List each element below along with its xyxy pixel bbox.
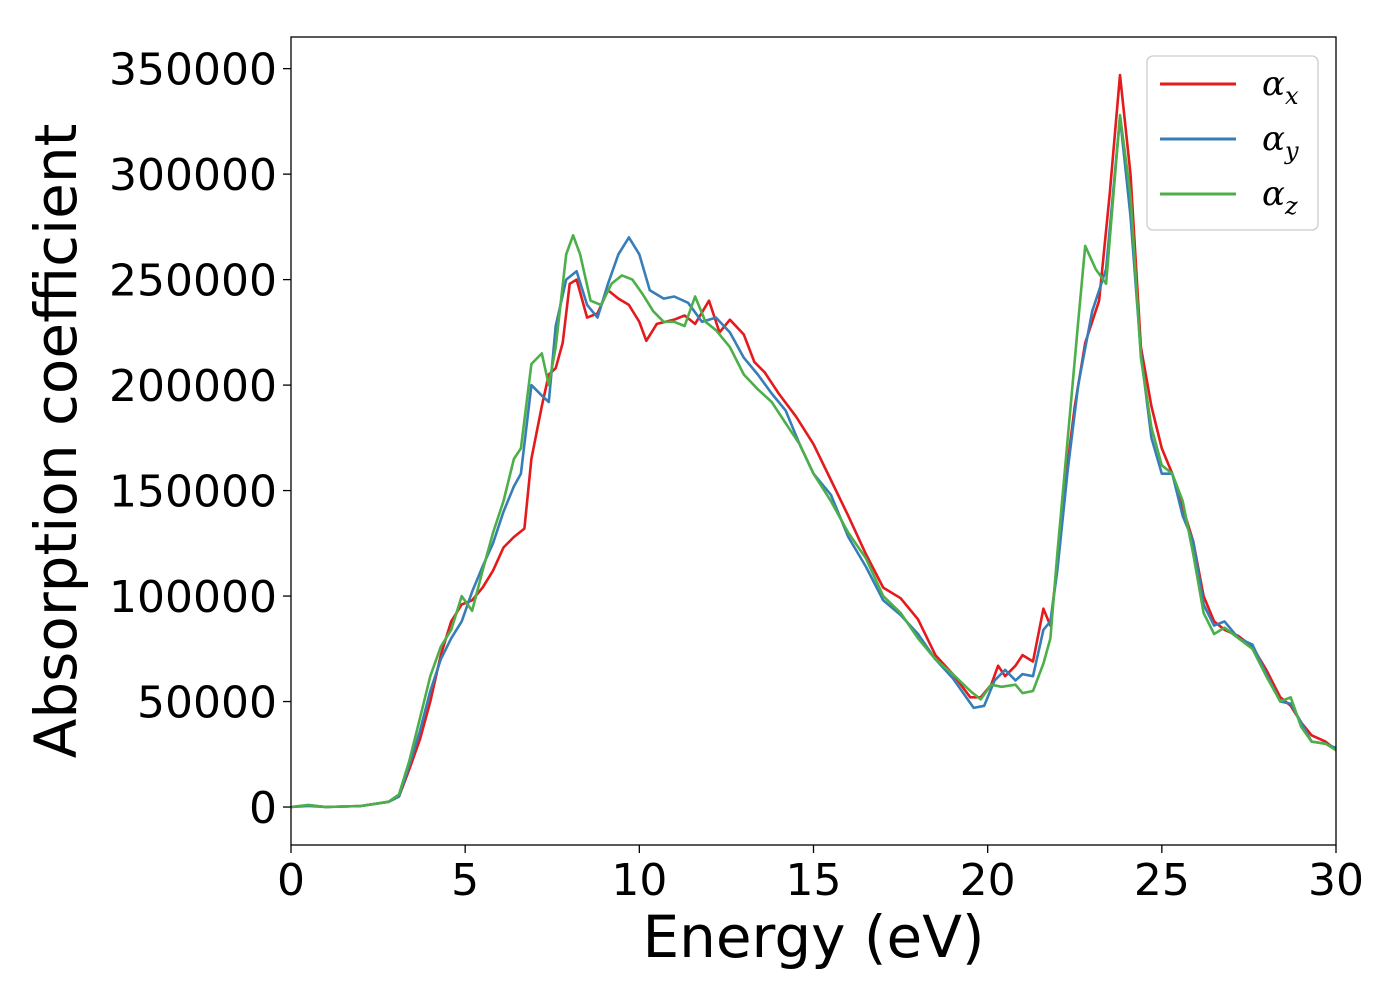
y-tick-label: 100000	[109, 572, 277, 623]
y-tick-label: 0	[249, 783, 277, 834]
x-tick-label: 15	[786, 855, 842, 906]
x-tick-label: 5	[451, 855, 479, 906]
y-axis-label: Absorption coefficient	[22, 124, 90, 759]
x-tick-label: 20	[960, 855, 1016, 906]
y-tick-label: 250000	[109, 256, 277, 307]
y-tick-label: 300000	[109, 150, 277, 201]
x-tick-label: 10	[611, 855, 667, 906]
legend-box	[1146, 55, 1319, 231]
series-line-x	[291, 73, 1336, 809]
y-tick-label: 350000	[109, 45, 277, 96]
y-tick-label: 50000	[137, 678, 277, 729]
series-layer	[291, 73, 1336, 809]
x-axis-label: Energy (eV)	[642, 903, 984, 971]
x-tick-label: 25	[1134, 855, 1190, 906]
x-axis-ticks: 0 5 10 15 20 25 30	[277, 845, 1364, 906]
y-tick-label: 200000	[109, 361, 277, 412]
series-line-z	[291, 113, 1336, 809]
x-tick-label: 30	[1308, 855, 1364, 906]
x-tick-label: 0	[277, 855, 305, 906]
y-tick-label: 150000	[109, 467, 277, 518]
y-axis-ticks: 0 50000 100000 150000 200000 250000 300000 3500…	[109, 45, 291, 834]
